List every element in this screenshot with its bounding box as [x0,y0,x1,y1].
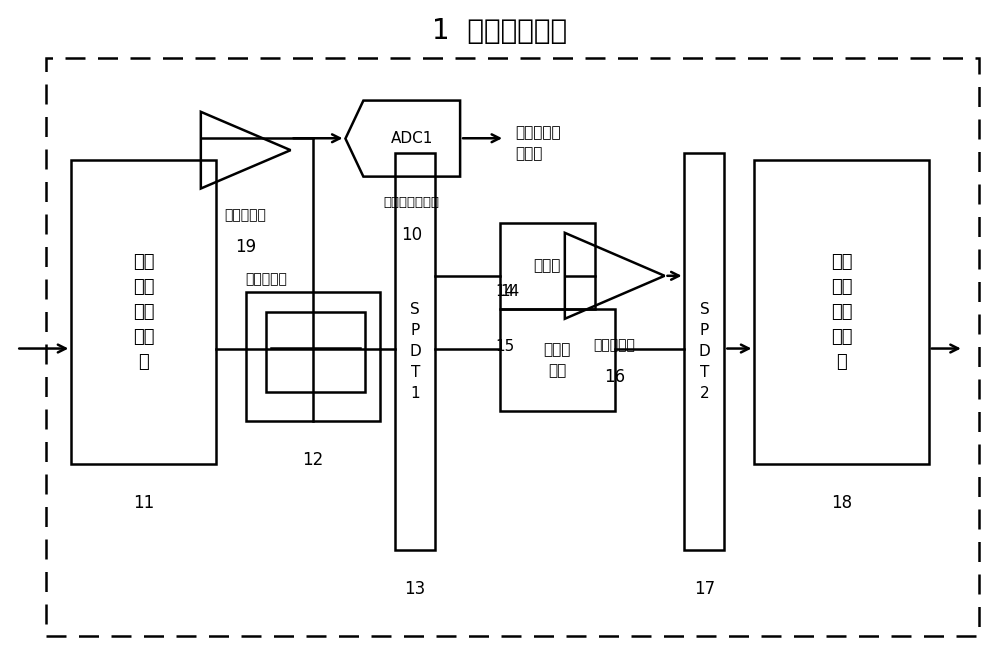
Bar [246,292,380,421]
Text: 限幅器: 限幅器 [534,258,561,274]
Text: 15: 15 [495,339,514,354]
Text: 11: 11 [133,494,154,512]
Text: 18: 18 [831,494,852,512]
Text: 固定衰
减器: 固定衰 减器 [544,342,571,378]
Text: 第一模数转换器: 第一模数转换器 [384,197,440,209]
Text: 10: 10 [401,226,422,244]
Text: 高插
损可
调谐
滤波
器: 高插 损可 调谐 滤波 器 [831,253,852,371]
Bar [684,153,724,550]
Text: 对数放大器: 对数放大器 [225,208,267,222]
Text: 第一低噪放: 第一低噪放 [594,339,636,353]
Text: S
P
D
T
1: S P D T 1 [409,302,421,401]
Bar [754,160,929,464]
Bar [395,153,435,550]
Text: 14: 14 [500,284,519,299]
Text: 13: 13 [405,580,426,598]
Text: 14: 14 [495,284,514,299]
Text: 定向耦合器: 定向耦合器 [246,272,288,286]
Bar [46,58,979,636]
Text: 16: 16 [604,369,625,386]
Bar [500,223,595,309]
Text: 低插
损可
调谐
滤波
器: 低插 损可 调谐 滤波 器 [133,253,154,371]
Text: 1  调谐放大模块: 1 调谐放大模块 [432,17,568,45]
Bar [266,312,365,392]
Bar [500,309,615,411]
Text: ADC1: ADC1 [391,131,433,146]
Text: 自动增益控
制模块: 自动增益控 制模块 [515,125,561,161]
Text: 17: 17 [694,580,715,598]
Bar [71,160,216,464]
Text: 19: 19 [235,238,256,256]
Text: 12: 12 [302,451,324,469]
Text: S
P
D
T
2: S P D T 2 [699,302,710,401]
